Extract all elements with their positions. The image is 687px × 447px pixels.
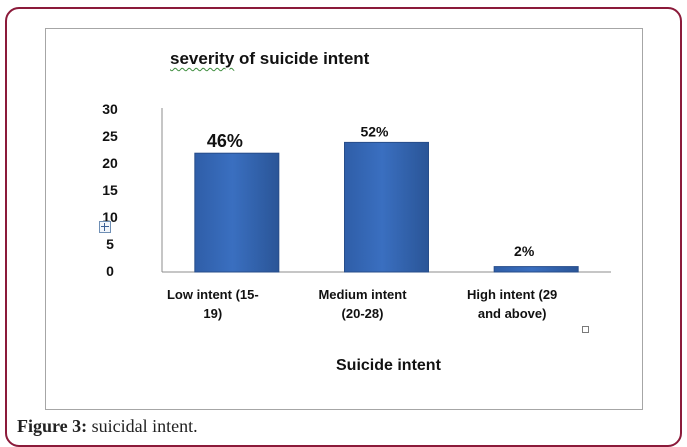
y-tick-label: 20 (102, 155, 118, 171)
chart-area: severity of suicide intent 0 5 10 15 20 25 30 4… (45, 28, 643, 410)
x-tick-label: Low intent (15- (167, 287, 259, 302)
chart-title-word: severity (170, 49, 235, 68)
x-tick-label: Medium intent (318, 287, 407, 302)
bar-data-label: 2% (514, 243, 535, 259)
y-tick-label: 25 (102, 128, 118, 144)
y-tick-label: 15 (102, 182, 118, 198)
chart-title-rest: of suicide intent (234, 49, 370, 68)
bar-data-label: 52% (360, 123, 389, 139)
chart-title: severity of suicide intent (170, 49, 369, 69)
x-tick-label: High intent (29 (467, 287, 557, 302)
caption-label: Figure 3: (17, 416, 88, 436)
x-tick-label: and above) (478, 306, 547, 321)
y-tick-label: 30 (102, 101, 118, 117)
figure-caption: Figure 3: suicidal intent. (17, 416, 198, 437)
bar (194, 152, 280, 273)
resize-handle-icon[interactable] (582, 326, 589, 333)
y-tick-label: 0 (106, 263, 114, 279)
caption-text: suicidal intent. (87, 416, 198, 436)
x-tick-label: 19) (203, 306, 222, 321)
bar (344, 141, 429, 273)
bar (493, 266, 579, 273)
x-axis-title: Suicide intent (336, 357, 441, 374)
x-tick-label: (20-28) (342, 306, 384, 321)
y-tick-label: 5 (106, 236, 114, 252)
figure-frame: severity of suicide intent 0 5 10 15 20 25 30 4… (5, 7, 682, 447)
bar-data-label: 46% (207, 131, 243, 151)
move-handle-icon[interactable] (99, 221, 111, 233)
